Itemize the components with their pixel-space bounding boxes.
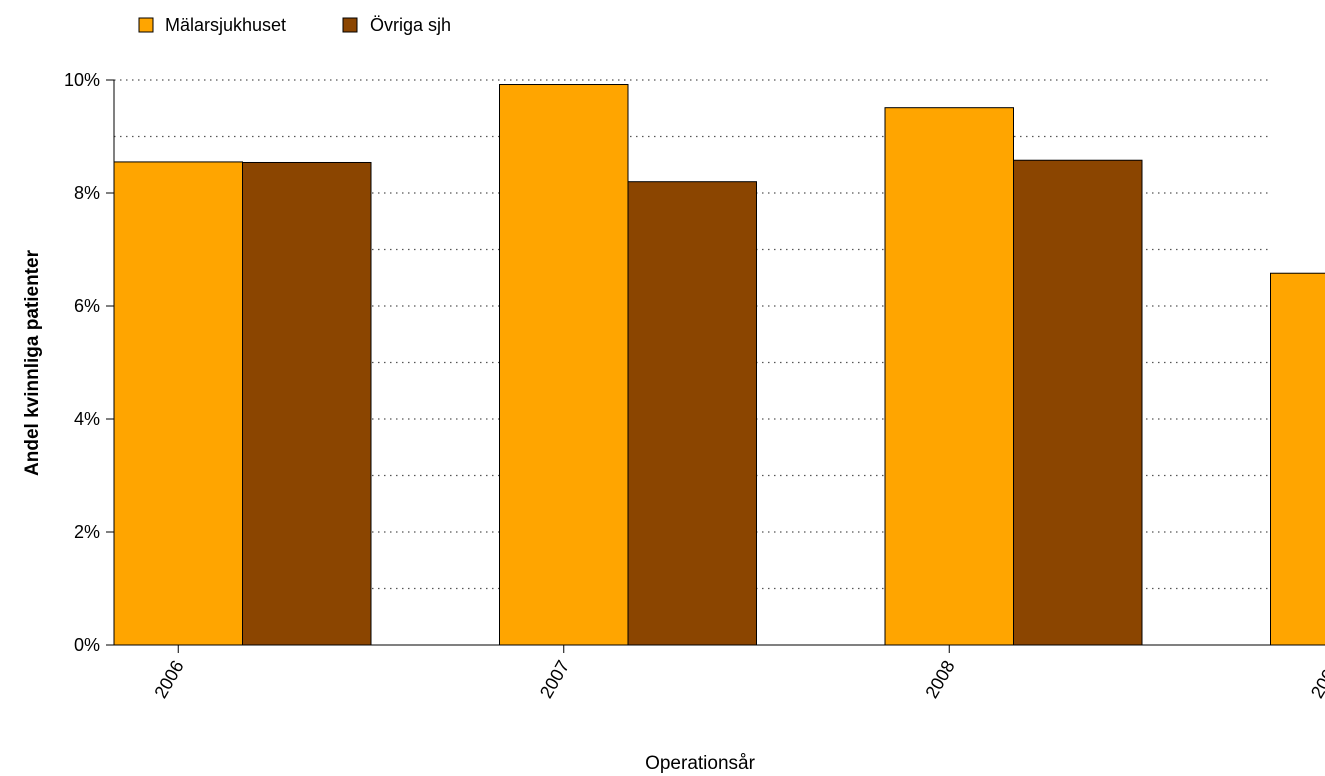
y-axis-title: Andel kvinnliga patienter xyxy=(22,249,43,476)
x-tick-label: 2007 xyxy=(536,657,573,702)
bar-malarsjukhuset-2006 xyxy=(113,161,243,646)
bars xyxy=(113,84,1325,646)
x-tick-label: 2006 xyxy=(150,657,187,702)
y-tick-label: 6% xyxy=(74,296,100,316)
bar-ovriga-sjh-2008 xyxy=(1013,159,1143,646)
legend-label-ovriga-sjh: Övriga sjh xyxy=(370,15,451,35)
y-tick-label: 0% xyxy=(74,635,100,655)
legend: Mälarsjukhuset Övriga sjh xyxy=(138,15,451,35)
bar-malarsjukhuset-2009 xyxy=(1270,272,1325,646)
y-axis-ticks: 0% 2% 4% 6% 8% 10% xyxy=(64,70,114,655)
y-tick-label: 4% xyxy=(74,409,100,429)
legend-swatch-malarsjukhuset xyxy=(138,17,154,33)
bar-malarsjukhuset-2008 xyxy=(884,107,1014,646)
x-tick-label: 2009 xyxy=(1307,657,1325,702)
legend-label-malarsjukhuset: Mälarsjukhuset xyxy=(165,15,286,35)
y-tick-label: 10% xyxy=(64,70,100,90)
legend-swatch-ovriga-sjh xyxy=(342,17,358,33)
x-axis-ticks: 20062007200820092010 xyxy=(150,645,1325,702)
y-tick-label: 2% xyxy=(74,522,100,542)
x-tick-label: 2008 xyxy=(921,657,958,702)
bar-ovriga-sjh-2007 xyxy=(627,181,757,646)
y-tick-label: 8% xyxy=(74,183,100,203)
bar-ovriga-sjh-2006 xyxy=(242,161,372,646)
bar-malarsjukhuset-2007 xyxy=(499,84,629,646)
axes xyxy=(113,80,1325,646)
x-axis-title: Operationsår xyxy=(645,753,756,774)
